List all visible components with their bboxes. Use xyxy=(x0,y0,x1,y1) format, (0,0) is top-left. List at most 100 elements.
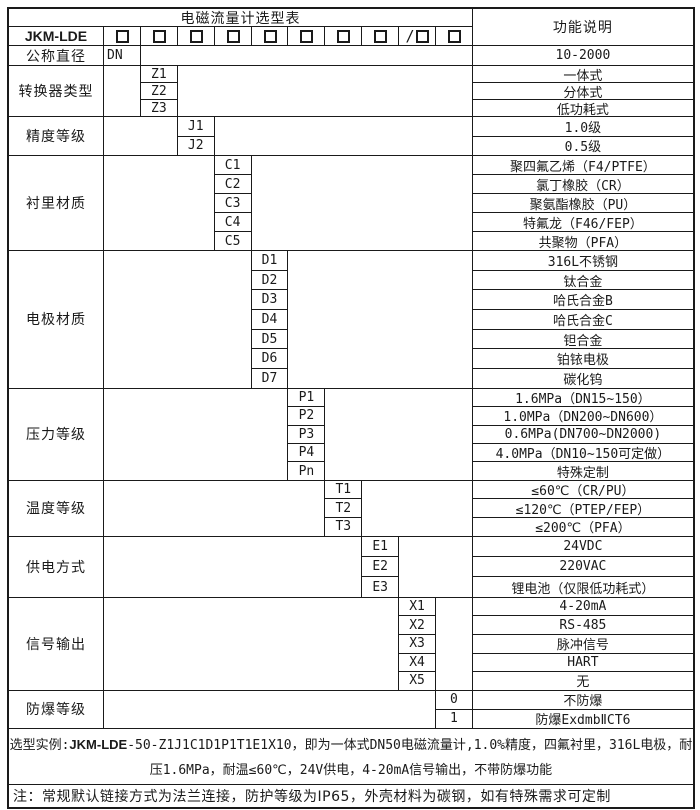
code-cell: T1 xyxy=(325,480,363,500)
value-cell: 钽合金 xyxy=(472,330,693,350)
code-checkbox-cell[interactable] xyxy=(436,27,473,46)
value-cell: ≤200℃（PFA） xyxy=(472,518,693,537)
code-cell: D6 xyxy=(251,349,289,370)
example-row: 选型实例:JKM-LDE-50-Z1J1C1D1P1T1E1X10，即为一体式D… xyxy=(9,729,693,785)
value-cell: 脉冲信号 xyxy=(472,635,693,654)
value-cell: 10-2000 xyxy=(472,46,693,66)
value-cell: 1.0级 xyxy=(472,117,693,137)
code-cell: D5 xyxy=(251,329,289,350)
checkbox-icon xyxy=(115,29,129,43)
value-cell: RS-485 xyxy=(472,616,693,635)
example-model: JKM-LDE xyxy=(69,736,128,752)
code-cell: T2 xyxy=(325,499,363,519)
code-checkbox-cell[interactable] xyxy=(104,27,141,46)
value-cell: 一体式 xyxy=(472,66,693,83)
section-label-temperature: 温度等级 xyxy=(9,480,104,537)
section-label-liner: 衬里材质 xyxy=(9,156,104,251)
code-cell: DN xyxy=(104,46,141,66)
value-cell: 碳化钨 xyxy=(472,369,693,389)
code-cell: D3 xyxy=(251,290,289,311)
code-cell: C2 xyxy=(214,175,252,194)
value-cell: 220VAC xyxy=(472,557,693,578)
value-cell: 无 xyxy=(472,672,693,691)
empty-cell xyxy=(362,480,473,537)
code-cell: Z3 xyxy=(140,100,178,117)
code-checkbox-cell[interactable] xyxy=(251,27,289,46)
code-cell: C4 xyxy=(214,213,252,232)
code-cell: E1 xyxy=(362,536,400,558)
function-column-header: 功能说明 xyxy=(472,9,693,46)
table-title: 电磁流量计选型表 xyxy=(9,9,473,27)
code-cell: D7 xyxy=(251,369,289,389)
code-cell: X1 xyxy=(399,597,437,617)
section-label-diameter: 公称直径 xyxy=(9,46,104,66)
section-label-accuracy: 精度等级 xyxy=(9,117,104,156)
empty-cell xyxy=(177,66,473,117)
code-checkbox-cell[interactable] xyxy=(288,27,326,46)
value-cell: 哈氏合金C xyxy=(472,310,693,330)
value-cell: 4.0MPa（DN10~150可定做） xyxy=(472,444,693,463)
code-checkbox-cell[interactable] xyxy=(214,27,252,46)
value-cell: 氯丁橡胶（CR） xyxy=(472,175,693,194)
code-cell: C3 xyxy=(214,194,252,213)
checkbox-icon xyxy=(189,29,203,43)
value-cell: ≤120℃（PTEP/FEP） xyxy=(472,499,693,519)
empty-cell xyxy=(104,690,437,729)
code-cell: 1 xyxy=(436,709,473,729)
checkbox-icon xyxy=(415,29,429,43)
value-cell: 聚四氟乙烯（F4/PTFE） xyxy=(472,156,693,175)
value-cell: 316L不锈钢 xyxy=(472,251,693,271)
code-cell: X3 xyxy=(399,634,437,654)
value-cell: 0.6MPa(DN700~DN2000) xyxy=(472,426,693,444)
code-checkbox-cell[interactable] xyxy=(325,27,363,46)
code-checkbox-cell[interactable]: / xyxy=(399,27,437,46)
section-label-pressure: 压力等级 xyxy=(9,388,104,481)
section-label-explosion-proof: 防爆等级 xyxy=(9,690,104,729)
checkbox-icon xyxy=(152,29,166,43)
value-cell: 分体式 xyxy=(472,83,693,100)
code-cell: J1 xyxy=(177,117,215,137)
example-text: -50-Z1J1C1D1P1T1E1X10，即为一体式DN50电磁流量计,1.0… xyxy=(127,737,693,778)
empty-cell xyxy=(288,251,473,389)
value-cell: 防爆ExdmbⅡCT6 xyxy=(472,710,693,729)
empty-cell xyxy=(436,597,473,691)
empty-cell xyxy=(140,46,473,66)
value-cell: 共聚物（PFA） xyxy=(472,232,693,251)
empty-cell xyxy=(104,536,363,598)
empty-cell xyxy=(104,597,400,691)
code-cell: D2 xyxy=(251,270,289,291)
empty-cell xyxy=(325,388,473,481)
empty-cell xyxy=(399,536,473,598)
code-cell: 0 xyxy=(436,690,473,710)
value-cell: 锂电池（仅限低功耗式） xyxy=(472,577,693,598)
code-cell: X4 xyxy=(399,653,437,673)
section-label-converter: 转换器类型 xyxy=(9,66,104,117)
value-cell: HART xyxy=(472,654,693,673)
code-checkbox-cell[interactable] xyxy=(177,27,215,46)
slash-mark: / xyxy=(405,27,415,45)
value-cell: 钛合金 xyxy=(472,271,693,291)
value-cell: 24VDC xyxy=(472,537,693,558)
code-cell: C5 xyxy=(214,232,252,251)
code-cell: P2 xyxy=(288,407,326,426)
empty-cell xyxy=(104,66,141,117)
empty-cell xyxy=(104,117,178,156)
value-cell: 哈氏合金B xyxy=(472,290,693,311)
selection-table: 电磁流量计选型表 功能说明 JKM-LDE / 公称直径 DN 10-2000 … xyxy=(7,7,695,809)
code-cell: X2 xyxy=(399,616,437,635)
code-cell: J2 xyxy=(177,136,215,156)
value-cell: 不防爆 xyxy=(472,691,693,710)
value-cell: 1.0MPa（DN200~DN600） xyxy=(472,407,693,426)
code-cell: Pn xyxy=(288,462,326,481)
code-checkbox-cell[interactable] xyxy=(140,27,178,46)
empty-cell xyxy=(251,156,473,251)
code-cell: P1 xyxy=(288,388,326,408)
note-row: 注：常规默认链接方式为法兰连接，防护等级为IP65，外壳材料为碳钢，如有特殊需求… xyxy=(13,788,611,805)
section-label-power: 供电方式 xyxy=(9,536,104,598)
code-checkbox-cell[interactable] xyxy=(362,27,400,46)
value-cell: 聚氨酯橡胶（PU） xyxy=(472,194,693,213)
code-cell: E3 xyxy=(362,577,400,598)
empty-cell xyxy=(104,388,289,481)
value-cell: 4-20mA xyxy=(472,598,693,617)
code-cell: Z1 xyxy=(140,66,178,83)
